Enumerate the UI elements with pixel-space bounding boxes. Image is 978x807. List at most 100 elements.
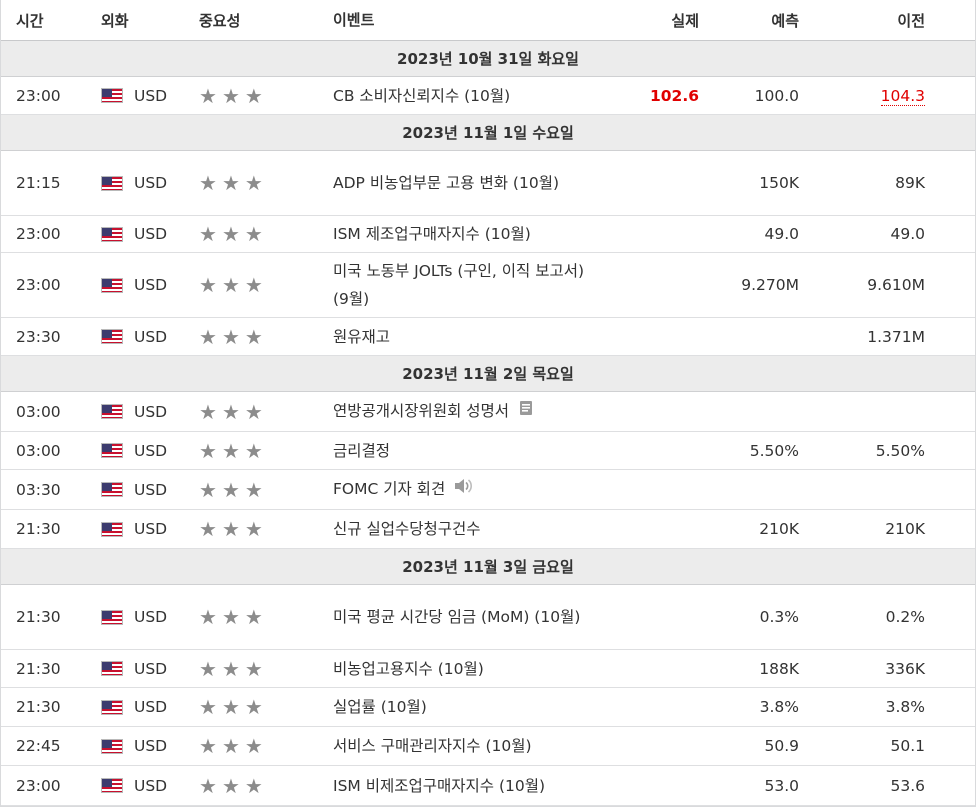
- event-time: 03:30: [16, 480, 61, 499]
- event-name-cell[interactable]: 서비스 구매관리자지수 (10월): [333, 729, 603, 763]
- importance-stars: ★ ★ ★: [199, 607, 333, 627]
- importance-star-icon: ★: [244, 605, 263, 629]
- event-row[interactable]: 22:45 USD ★ ★ ★ 서비스 구매관리자지수 (10월) 50.9 50.1: [1, 727, 975, 766]
- event-time: 21:30: [16, 698, 61, 716]
- importance-stars: ★ ★ ★: [199, 697, 333, 717]
- event-name[interactable]: 미국 노동부 JOLTs (구인, 이직 보고서) (9월): [333, 262, 585, 308]
- event-name-cell[interactable]: 금리결정: [333, 434, 603, 468]
- event-row[interactable]: 23:00 USD ★ ★ ★ ISM 제조업구매자지수 (10월) 49.0 49.0: [1, 216, 975, 253]
- importance-stars: ★ ★ ★: [199, 402, 333, 422]
- importance-star-icon: ★: [199, 222, 217, 246]
- forecast-value: 0.3%: [759, 608, 799, 626]
- event-time: 23:00: [16, 86, 61, 105]
- event-name[interactable]: 연방공개시장위원회 성명서: [333, 402, 510, 421]
- forecast-value: 100.0: [754, 86, 799, 105]
- importance-stars: ★ ★ ★: [199, 86, 333, 106]
- event-name[interactable]: 미국 평균 시간당 임금 (MoM) (10월): [333, 608, 581, 626]
- event-name[interactable]: ADP 비농업부문 고용 변화 (10월): [333, 174, 560, 192]
- currency-code: USD: [134, 698, 168, 716]
- forecast-value: 188K: [759, 659, 799, 678]
- event-name-cell[interactable]: 미국 평균 시간당 임금 (MoM) (10월): [333, 600, 603, 634]
- header-actual[interactable]: 실제: [671, 11, 699, 30]
- event-name-cell[interactable]: 실업률 (10월): [333, 690, 603, 724]
- importance-star-icon: ★: [199, 656, 217, 681]
- importance-star-icon: ★: [244, 773, 263, 798]
- importance-stars: ★ ★ ★: [199, 736, 333, 756]
- event-name-cell[interactable]: ISM 제조업구매자지수 (10월): [333, 217, 603, 251]
- importance-star-icon: ★: [244, 656, 263, 681]
- importance-star-icon: ★: [199, 695, 217, 719]
- previous-value: 49.0: [799, 225, 925, 243]
- currency-cell: USD: [101, 698, 199, 716]
- previous-text: 5.50%: [875, 441, 925, 460]
- importance-star-icon: ★: [244, 695, 263, 719]
- event-name-cell[interactable]: CB 소비자신뢰지수 (10월): [333, 79, 603, 113]
- event-row[interactable]: 03:00 USD ★ ★ ★ 연방공개시장위원회 성명서: [1, 392, 975, 432]
- event-row[interactable]: 21:15 USD ★ ★ ★ ADP 비농업부문 고용 변화 (10월) 150K 89K: [1, 151, 975, 216]
- event-name[interactable]: 실업률 (10월): [333, 698, 427, 716]
- previous-text: 336K: [885, 659, 925, 678]
- currency-cell: USD: [101, 174, 199, 192]
- currency-cell: USD: [101, 442, 199, 460]
- previous-value: 210K: [799, 520, 925, 538]
- event-time: 03:00: [16, 441, 61, 460]
- header-currency[interactable]: 외화: [101, 11, 129, 30]
- header-event[interactable]: 이벤트: [333, 11, 375, 29]
- event-row[interactable]: 21:30 USD ★ ★ ★ 신규 실업수당청구건수 210K 210K: [1, 510, 975, 549]
- event-name-cell[interactable]: 원유재고: [333, 320, 603, 354]
- header-previous[interactable]: 이전: [897, 11, 925, 30]
- event-row[interactable]: 21:30 USD ★ ★ ★ 비농업고용지수 (10월) 188K 336K: [1, 650, 975, 688]
- event-name-cell[interactable]: 비농업고용지수 (10월): [333, 652, 603, 686]
- importance-star-icon: ★: [244, 438, 263, 463]
- previous-value: 336K: [799, 660, 925, 678]
- forecast-value: 49.0: [764, 225, 799, 243]
- event-name-cell[interactable]: 연방공개시장위원회 성명서: [333, 394, 603, 429]
- event-name-cell[interactable]: FOMC 기자 회견: [333, 472, 603, 507]
- event-name-cell[interactable]: 신규 실업수당청구건수: [333, 512, 603, 546]
- event-name[interactable]: ISM 제조업구매자지수 (10월): [333, 225, 531, 243]
- currency-cell: USD: [101, 777, 199, 795]
- event-name-cell[interactable]: 미국 노동부 JOLTs (구인, 이직 보고서) (9월): [333, 254, 603, 316]
- previous-value: 104.3: [799, 86, 925, 106]
- event-name[interactable]: 신규 실업수당청구건수: [333, 520, 481, 538]
- event-time: 03:00: [16, 402, 61, 421]
- event-row[interactable]: 23:00 USD ★ ★ ★ CB 소비자신뢰지수 (10월) 102.6 100.0 104…: [1, 77, 975, 115]
- event-row[interactable]: 23:00 USD ★ ★ ★ 미국 노동부 JOLTs (구인, 이직 보고서) (9월…: [1, 253, 975, 318]
- event-row[interactable]: 21:30 USD ★ ★ ★ 실업률 (10월) 3.8% 3.8%: [1, 688, 975, 727]
- speaker-icon[interactable]: [453, 476, 473, 504]
- event-name[interactable]: FOMC 기자 회견: [333, 480, 446, 499]
- event-name-cell[interactable]: ADP 비농업부문 고용 변화 (10월): [333, 166, 603, 200]
- currency-cell: USD: [101, 87, 199, 105]
- document-icon[interactable]: [517, 398, 535, 426]
- currency-code: USD: [134, 174, 168, 192]
- event-row[interactable]: 03:30 USD ★ ★ ★ FOMC 기자 회견: [1, 470, 975, 510]
- event-row[interactable]: 21:30 USD ★ ★ ★ 미국 평균 시간당 임금 (MoM) (10월) 0.3% 0…: [1, 585, 975, 650]
- event-name[interactable]: ISM 비제조업구매자지수 (10월): [333, 776, 546, 795]
- event-name[interactable]: 비농업고용지수 (10월): [333, 659, 484, 678]
- event-name[interactable]: 원유재고: [333, 327, 391, 346]
- header-importance[interactable]: 중요성: [199, 11, 241, 30]
- event-name[interactable]: 서비스 구매관리자지수 (10월): [333, 737, 532, 755]
- event-name[interactable]: CB 소비자신뢰지수 (10월): [333, 86, 511, 105]
- importance-star-icon: ★: [244, 222, 263, 246]
- importance-stars: ★ ★ ★: [199, 519, 333, 539]
- previous-text: 50.1: [890, 737, 925, 755]
- date-header: 2023년 11월 3일 금요일: [1, 549, 975, 585]
- event-time: 21:30: [16, 608, 61, 626]
- previous-value: 89K: [799, 174, 925, 192]
- currency-cell: USD: [101, 660, 199, 678]
- event-name-cell[interactable]: ISM 비제조업구매자지수 (10월): [333, 769, 603, 803]
- date-header: 2023년 11월 2일 목요일: [1, 356, 975, 392]
- event-row[interactable]: 03:00 USD ★ ★ ★ 금리결정 5.50% 5.50%: [1, 432, 975, 470]
- importance-star-icon: ★: [244, 171, 263, 195]
- event-name[interactable]: 금리결정: [333, 441, 391, 460]
- importance-star-icon: ★: [221, 605, 240, 629]
- importance-stars: ★ ★ ★: [199, 173, 333, 193]
- header-time[interactable]: 시간: [16, 11, 44, 30]
- importance-star-icon: ★: [221, 83, 240, 108]
- event-row[interactable]: 23:30 USD ★ ★ ★ 원유재고 1.371M: [1, 318, 975, 356]
- header-forecast[interactable]: 예측: [771, 11, 799, 30]
- previous-text: 0.2%: [885, 608, 925, 626]
- event-row[interactable]: 23:00 USD ★ ★ ★ ISM 비제조업구매자지수 (10월) 53.0 53.6: [1, 766, 975, 806]
- us-flag-icon: [101, 175, 123, 191]
